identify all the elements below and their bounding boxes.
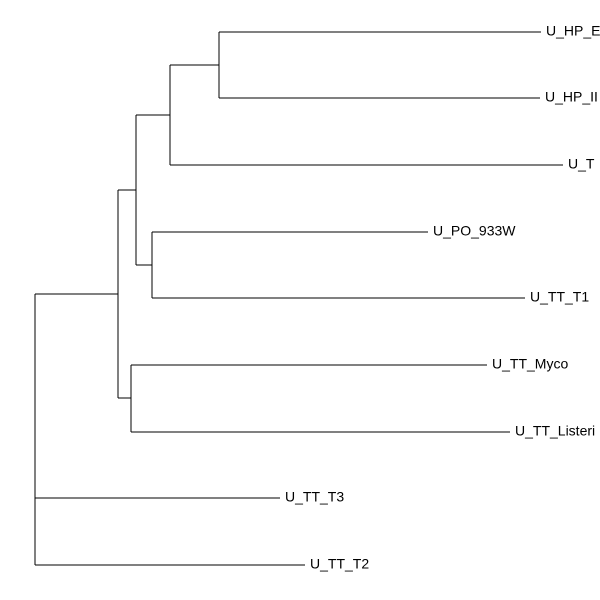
leaf-label: U_T [568, 156, 595, 172]
branches [34, 31, 563, 566]
leaf-label: U_PO_933W [433, 223, 516, 239]
leaf-label: U_HP_II [545, 89, 598, 105]
leaf-label: U_TT_Listeri [515, 423, 595, 439]
leaf-label: U_TT_Myco [492, 356, 568, 372]
leaf-label: U_HP_E [546, 23, 600, 39]
leaf-labels: U_HP_E U_HP_II U_T U_PO_933W U_TT_T1 U_T… [285, 23, 600, 572]
leaf-label: U_TT_T1 [530, 289, 589, 305]
leaf-label: U_TT_T3 [285, 489, 344, 505]
leaf-label: U_TT_T2 [310, 556, 369, 572]
